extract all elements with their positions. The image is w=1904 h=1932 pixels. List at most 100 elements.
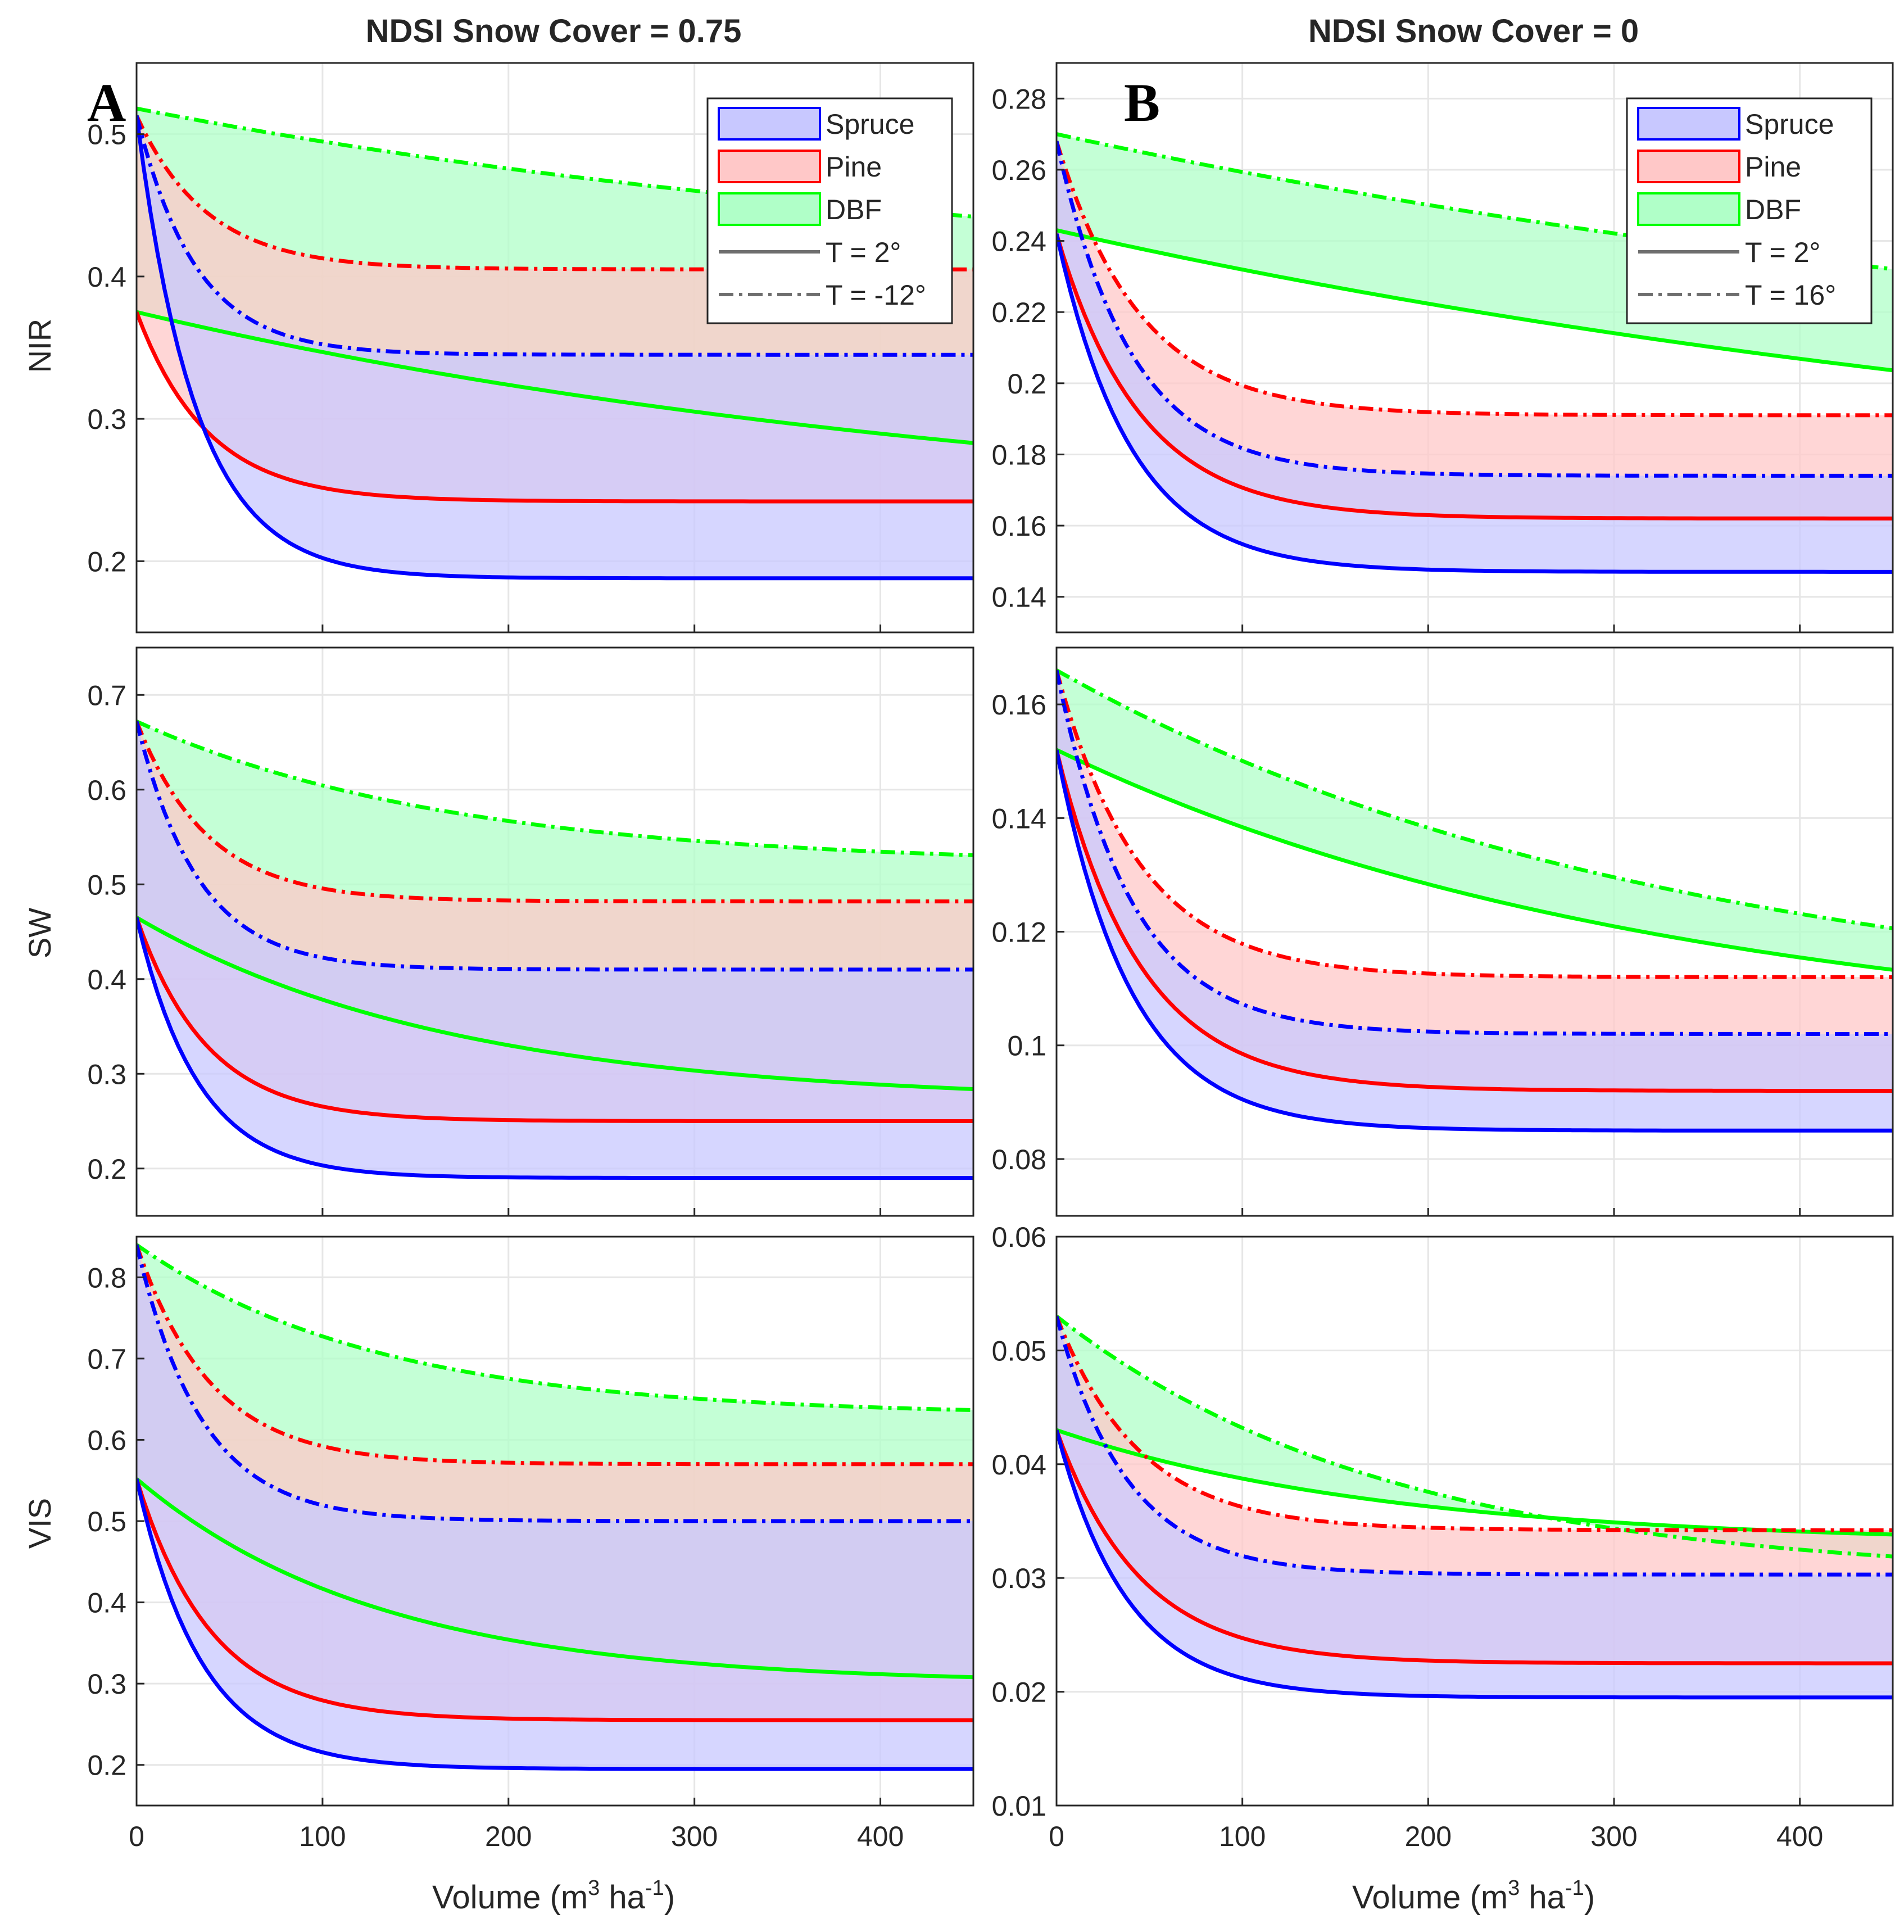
legend-swatch-pine [718, 150, 821, 183]
y-tick-label: 0.26 [992, 155, 1046, 186]
y-tick-label: 0.06 [992, 1221, 1046, 1253]
line-pine-solid [1057, 233, 1893, 521]
plot-area [1057, 1314, 1893, 1700]
plot-area [137, 1243, 973, 1771]
y-tick-label: 0.3 [87, 1058, 126, 1090]
x-tick-label: 300 [1590, 1821, 1637, 1852]
line-spruce-dashed [1057, 1315, 1893, 1577]
line-dbf-dashed [1057, 668, 1893, 930]
x-axis-label-b: Volume (m3 ha-1) [1352, 1876, 1595, 1916]
x-label-part: ha [1520, 1879, 1565, 1916]
line-spruce-dashed [1057, 141, 1893, 478]
legend: Spruce Pine DBF T = 2° T = -12° [706, 97, 953, 324]
x-tick-label: 0 [129, 1821, 144, 1852]
y-tick-label: 0.2 [87, 1750, 126, 1781]
y-tick-label: 0.4 [87, 1587, 126, 1619]
x-label-sup: 3 [588, 1876, 600, 1900]
line-pine-solid [1057, 749, 1893, 1093]
y-tick-label: 0.01 [992, 1790, 1046, 1822]
line-spruce-solid [1057, 1429, 1893, 1700]
x-label-sup: -1 [645, 1876, 664, 1900]
y-tick-label: 0.5 [87, 119, 126, 151]
band-spruce [1057, 670, 1893, 1131]
y-tick-label: 0.16 [992, 510, 1046, 542]
panel-b-sw: 0.08 0.1 0.12 0.14 0.16 [992, 646, 1894, 1217]
column-title-b: NDSI Snow Cover = 0 [1308, 13, 1639, 49]
legend-swatch-spruce [1637, 107, 1740, 141]
y-tick-label: 0.08 [992, 1144, 1046, 1175]
line-pine-dashed [137, 1244, 973, 1467]
y-tick-label: 0.4 [87, 261, 126, 293]
line-pine-dashed [1057, 1315, 1893, 1532]
line-dbf-solid [137, 916, 973, 1091]
panel-a-sw: 0.2 0.3 0.4 0.5 0.6 0.7 [87, 646, 974, 1217]
x-label-part: ) [664, 1879, 675, 1916]
x-label-sup: 3 [1508, 1876, 1520, 1900]
line-spruce-solid [1057, 749, 1893, 1133]
y-tick-label: 0.7 [87, 680, 126, 711]
legend-label: T = -12° [826, 279, 926, 311]
legend-label: Spruce [1745, 108, 1834, 140]
y-tick-label: 0.22 [992, 297, 1046, 328]
line-pine-dashed [137, 721, 973, 904]
band-spruce [137, 721, 973, 1178]
legend-swatch-dbf [1637, 192, 1740, 226]
line-dbf-solid [1057, 748, 1893, 972]
x-tick-label: 400 [1776, 1821, 1823, 1852]
row-label-vis: VIS [22, 1498, 57, 1549]
y-tick-label: 0.05 [992, 1335, 1046, 1367]
line-pine-dashed [1057, 669, 1893, 979]
axes-box [135, 62, 974, 634]
y-tick-label: 0.02 [992, 1677, 1046, 1708]
y-tick-label: 0.6 [87, 1424, 126, 1456]
line-spruce-dashed [137, 115, 973, 357]
line-spruce-solid [1057, 233, 1893, 574]
line-spruce-solid [137, 1478, 973, 1771]
line-dbf-dashed [1057, 1314, 1893, 1559]
line-pine-solid [137, 1478, 973, 1722]
column-title-a: NDSI Snow Cover = 0.75 [366, 13, 742, 49]
line-pine-dashed [137, 115, 973, 272]
row-label-nir: NIR [22, 319, 57, 373]
y-tick-label: 0.24 [992, 226, 1046, 257]
y-tick-label: 0.5 [87, 869, 126, 901]
legend-label: Spruce [826, 108, 914, 140]
y-tick-label: 0.2 [1007, 368, 1046, 400]
legend-label: T = 2° [1745, 237, 1820, 268]
y-tick-label: 0.6 [87, 775, 126, 806]
axes-box [1055, 62, 1894, 634]
legend-label: DBF [1745, 194, 1801, 225]
panel-a-nir: 0.2 0.3 0.4 0.5 Spruce Pine DBF T = 2° T = -12° [87, 62, 974, 634]
band-spruce [1057, 141, 1893, 572]
panel-letter-a: A [87, 73, 126, 133]
axes-box [1055, 1236, 1894, 1807]
line-pine-solid [137, 917, 973, 1123]
y-tick-label: 0.1 [1007, 1030, 1046, 1062]
line-spruce-dashed [137, 1244, 973, 1523]
x-tick-label: 300 [671, 1821, 718, 1852]
y-tick-label: 0.5 [87, 1506, 126, 1537]
legend: Spruce Pine DBF T = 2° T = 16° [1626, 97, 1873, 324]
legend-swatch-spruce [718, 107, 821, 141]
line-dbf-solid [1057, 228, 1893, 373]
band-pine [1057, 670, 1893, 1091]
x-label-sup: -1 [1565, 1876, 1584, 1900]
panel-b-nir: 0.14 0.16 0.18 0.2 0.22 0.24 0.26 0.28 Spruce Pin… [992, 62, 1894, 634]
y-tick-label: 0.03 [992, 1563, 1046, 1594]
line-pine-solid [137, 311, 973, 504]
legend-label: Pine [1745, 151, 1801, 183]
panel-letter-b: B [1124, 73, 1160, 133]
plot-area [137, 720, 973, 1180]
y-tick-label: 0.8 [87, 1262, 126, 1293]
band-pine [1057, 141, 1893, 519]
band-spruce [137, 115, 973, 578]
line-spruce-dashed [137, 721, 973, 972]
legend-label: T = 2° [826, 237, 901, 268]
plot-area [137, 106, 973, 581]
y-tick-label: 0.16 [992, 689, 1046, 721]
legend-label: T = 16° [1745, 279, 1836, 311]
band-spruce [137, 1245, 973, 1769]
y-tick-label: 0.12 [992, 917, 1046, 948]
x-label-part: Volume (m [432, 1879, 588, 1916]
